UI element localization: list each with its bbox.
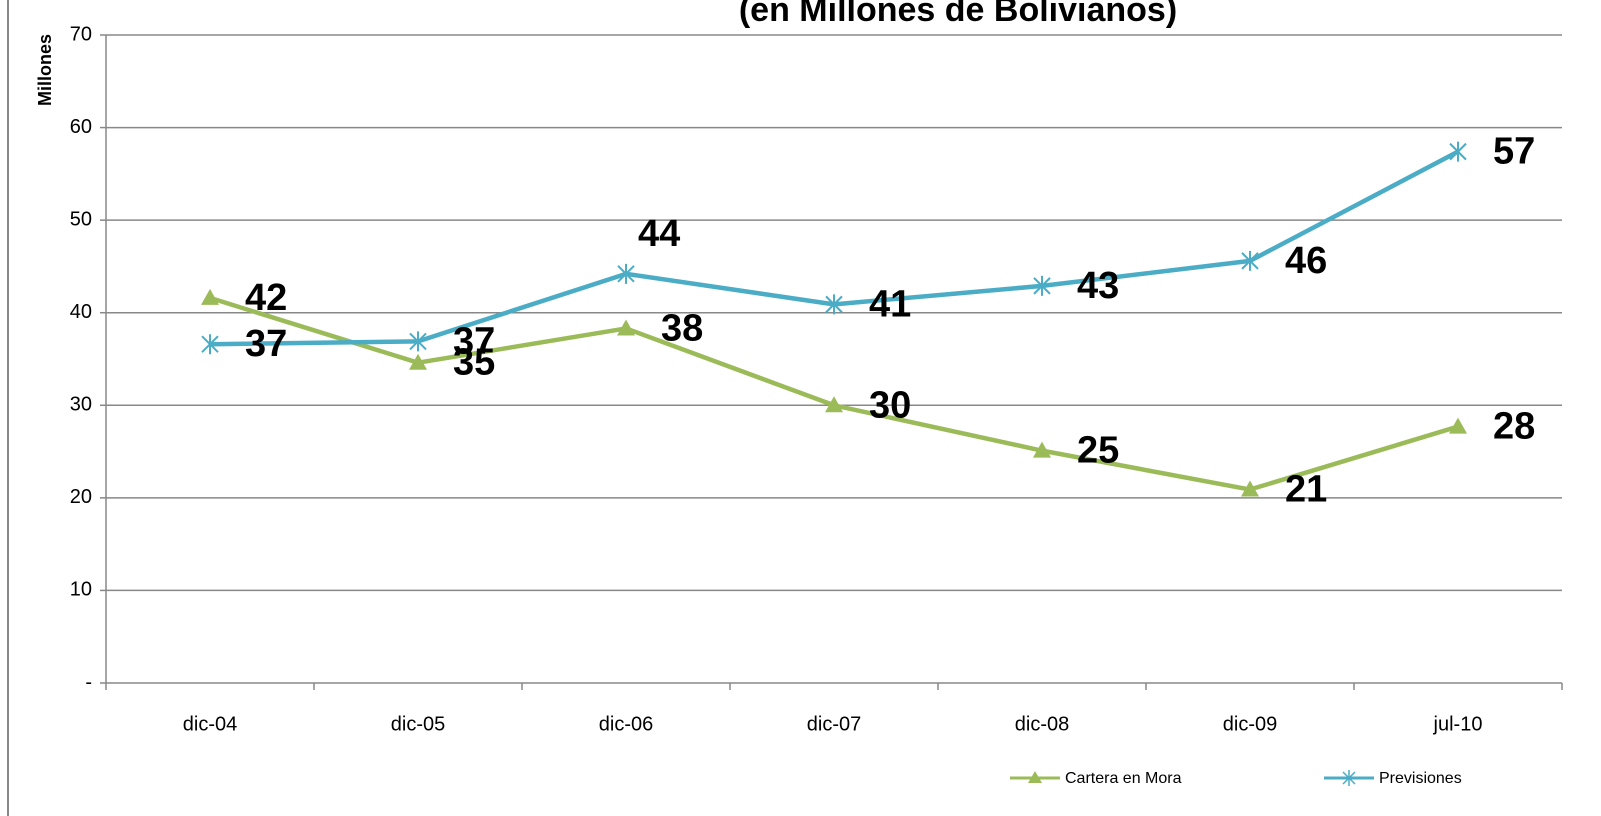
data-point — [409, 353, 427, 370]
data-point — [825, 396, 843, 413]
legend-marker — [1028, 771, 1042, 783]
data-point — [825, 294, 843, 315]
x-tick-label: dic-07 — [807, 713, 861, 735]
x-tick-label: dic-05 — [391, 713, 445, 735]
y-tick-label: 60 — [70, 116, 92, 138]
data-label: 41 — [869, 283, 911, 325]
y-tick-label: 30 — [70, 394, 92, 416]
data-label: 28 — [1493, 406, 1535, 448]
data-label: 37 — [245, 323, 287, 365]
y-tick-label: - — [85, 671, 92, 693]
data-label: 57 — [1493, 131, 1535, 173]
series-line — [209, 295, 1459, 492]
data-label: 42 — [245, 277, 287, 319]
data-point — [1033, 441, 1051, 458]
data-point — [1033, 275, 1051, 296]
data-point — [1241, 480, 1259, 497]
x-tick-label: dic-04 — [183, 713, 237, 735]
x-tick-label: dic-08 — [1015, 713, 1069, 735]
legend-marker — [1342, 770, 1356, 786]
data-label: 25 — [1077, 430, 1119, 472]
legend-label: Previsiones — [1379, 770, 1462, 787]
data-point — [617, 319, 635, 336]
y-tick-label: 40 — [70, 301, 92, 323]
y-axis-label: Millones — [35, 34, 55, 106]
y-tick-label: 10 — [70, 579, 92, 601]
data-point — [409, 331, 427, 352]
data-label: 43 — [1077, 265, 1119, 307]
x-tick-label: jul-10 — [1433, 713, 1483, 735]
data-label: 38 — [661, 307, 703, 349]
x-tick-label: dic-09 — [1223, 713, 1277, 735]
x-tick-label: dic-06 — [599, 713, 653, 735]
data-point — [201, 334, 219, 355]
data-point — [1449, 417, 1467, 434]
y-tick-label: 50 — [70, 208, 92, 230]
data-point — [201, 288, 219, 305]
y-tick-label: 20 — [70, 486, 92, 508]
legend-label: Cartera en Mora — [1065, 770, 1182, 787]
data-label: 35 — [453, 342, 495, 384]
data-label: 37 — [453, 320, 495, 362]
data-label: 30 — [869, 384, 911, 426]
data-label: 21 — [1285, 469, 1327, 511]
data-point — [1449, 141, 1467, 162]
y-tick-label: 70 — [70, 23, 92, 45]
data-point — [617, 263, 635, 284]
chart-title: (en Millones de Bolivianos) — [739, 0, 1177, 29]
data-label: 46 — [1285, 240, 1327, 282]
data-label: 44 — [638, 213, 680, 255]
data-point — [1241, 250, 1259, 271]
series-line — [209, 149, 1460, 347]
